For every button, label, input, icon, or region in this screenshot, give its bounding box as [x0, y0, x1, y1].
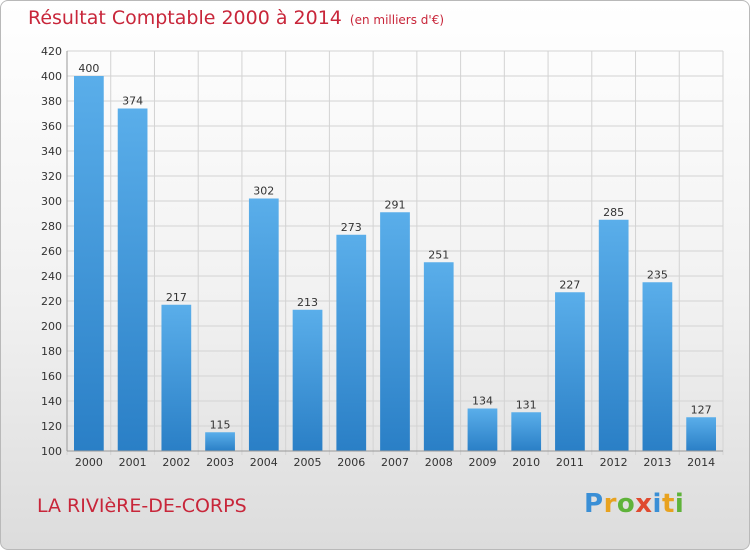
bar-2012 [598, 219, 629, 451]
y-tick-label: 340 [41, 145, 62, 158]
x-tick-label: 2006 [337, 456, 365, 469]
y-tick-label: 380 [41, 95, 62, 108]
location-name: LA RIVIèRE-DE-CORPS [37, 495, 247, 517]
bar-2001 [117, 108, 148, 451]
x-tick-label: 2005 [294, 456, 322, 469]
bar-2011 [555, 292, 585, 451]
bar-2000 [73, 76, 104, 451]
bar-2007 [380, 212, 410, 451]
chart-title-unit: (en milliers d'€) [349, 13, 445, 27]
x-tick-label: 2011 [556, 456, 584, 469]
proxiti-logo: Proxiti [584, 489, 684, 519]
x-tick-label: 2004 [250, 456, 278, 469]
x-tick-label: 2008 [425, 456, 453, 469]
bar-2010 [511, 412, 542, 451]
y-tick-label: 300 [41, 195, 62, 208]
x-tick-label: 2012 [600, 456, 628, 469]
data-label: 127 [691, 403, 712, 416]
x-tick-label: 2013 [643, 456, 671, 469]
bar-2009 [467, 408, 498, 451]
x-tick-label: 2009 [468, 456, 496, 469]
y-tick-label: 400 [41, 70, 62, 83]
data-label: 213 [297, 296, 318, 309]
data-label: 302 [253, 185, 274, 198]
data-label: 374 [122, 95, 143, 108]
x-tick-label: 2007 [381, 456, 409, 469]
logo-letter: o [616, 489, 636, 519]
y-tick-label: 180 [41, 345, 62, 358]
bars [73, 76, 717, 451]
y-tick-label: 260 [41, 245, 62, 258]
data-label: 227 [559, 278, 580, 291]
bar-2008 [423, 262, 454, 451]
y-tick-label: 220 [41, 295, 62, 308]
logo-letter: i [652, 489, 662, 519]
bar-2005 [292, 309, 323, 451]
y-tick-label: 160 [41, 370, 62, 383]
y-tick-label: 420 [41, 45, 62, 58]
logo-letter: i [674, 489, 685, 519]
data-label: 400 [78, 62, 99, 75]
logo-letter: x [635, 489, 653, 519]
bar-2002 [161, 304, 192, 451]
bar-2013 [642, 282, 673, 451]
logo-letter: t [661, 489, 675, 519]
y-tick-label: 120 [41, 420, 62, 433]
bar-2003 [205, 432, 235, 451]
y-tick-label: 280 [41, 220, 62, 233]
data-label: 134 [472, 395, 493, 408]
data-label: 251 [428, 248, 449, 261]
x-tick-label: 2010 [512, 456, 540, 469]
y-tick-label: 140 [41, 395, 62, 408]
data-label: 235 [647, 268, 668, 281]
x-tick-label: 2014 [687, 456, 715, 469]
data-label: 273 [341, 221, 362, 234]
x-tick-label: 2000 [75, 456, 103, 469]
x-tick-label: 2001 [119, 456, 147, 469]
y-tick-label: 240 [41, 270, 62, 283]
data-label: 115 [210, 418, 231, 431]
data-label: 131 [516, 398, 537, 411]
x-tick-label: 2003 [206, 456, 234, 469]
logo-letter: r [603, 489, 617, 519]
y-tick-label: 200 [41, 320, 62, 333]
data-label: 291 [385, 198, 406, 211]
y-tick-label: 320 [41, 170, 62, 183]
logo-letter: P [584, 489, 604, 519]
y-tick-label: 100 [41, 445, 62, 458]
chart-title-main: Résultat Comptable 2000 à 2014 [28, 7, 342, 29]
bar-2004 [248, 198, 279, 451]
data-label: 285 [603, 206, 624, 219]
chart-title: Résultat Comptable 2000 à 2014 (en millie… [28, 7, 444, 29]
bar-2006 [336, 234, 367, 451]
x-tick-label: 2002 [162, 456, 190, 469]
bar-2014 [686, 417, 717, 451]
axes: 100 120 140 160 180 200 220 240 260 280 300 320 340 3… [41, 45, 723, 469]
data-label: 217 [166, 291, 187, 304]
y-tick-label: 360 [41, 120, 62, 133]
